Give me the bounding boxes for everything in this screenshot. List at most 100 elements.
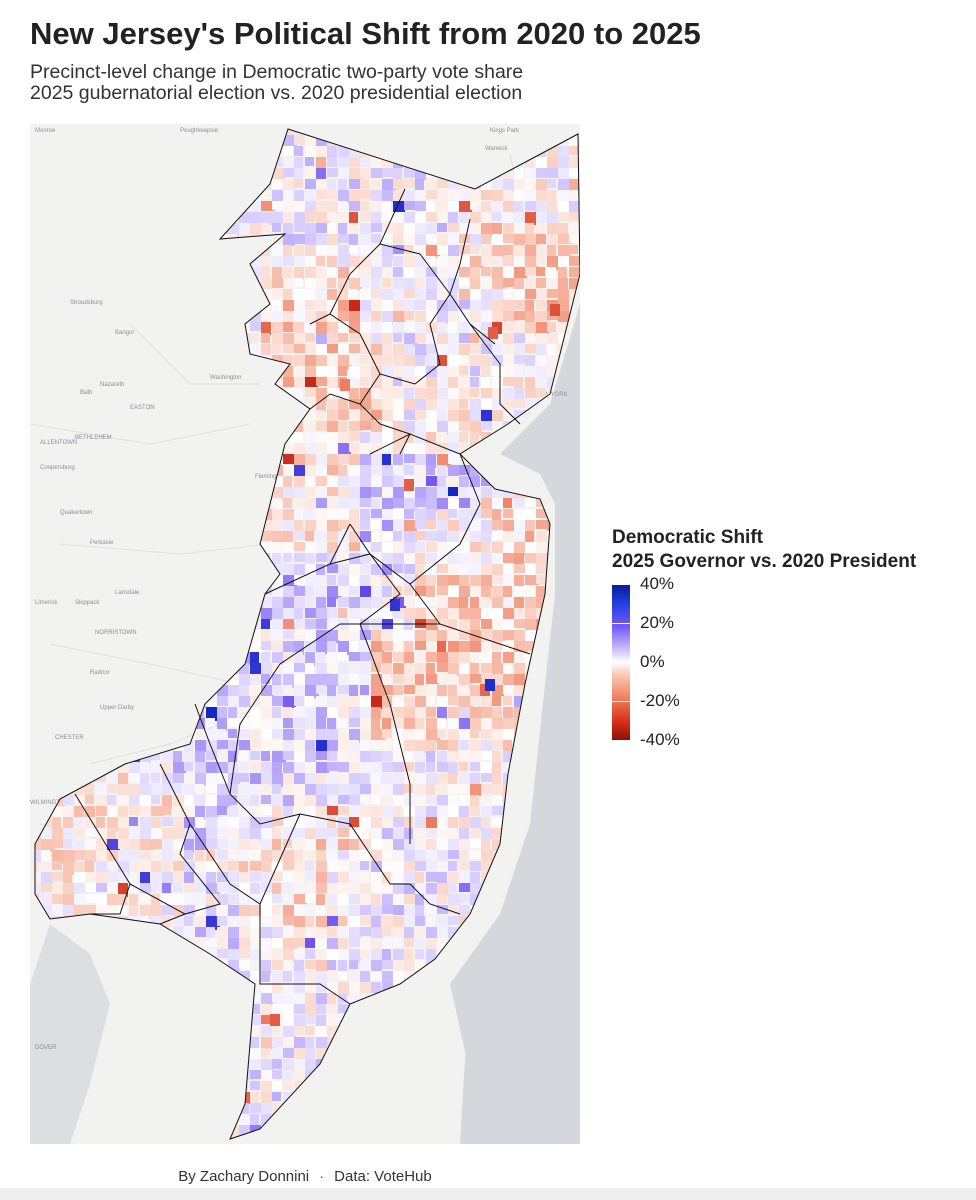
precinct-cell [250,839,260,849]
precinct-cell [470,223,482,237]
precinct-cell [448,630,460,642]
precinct-cell [426,575,436,586]
precinct-cell [239,817,250,827]
precinct-cell [206,916,220,930]
precinct-cell [492,487,503,499]
precinct-cell [327,190,337,199]
precinct-cell [217,872,228,882]
precinct-cell [481,850,495,863]
precinct-cell [316,333,327,346]
precinct-cell [404,949,413,963]
precinct-cell [470,575,484,587]
precinct-cell [492,619,502,632]
precinct-cell [503,531,517,541]
precinct-cell [426,674,439,684]
precinct-cell [382,344,392,357]
precinct-cell [338,586,350,596]
precinct-cell [481,608,493,619]
precinct-cell [327,234,340,248]
precinct-cell [558,190,572,204]
precinct-cell [503,608,514,619]
precinct-cell [514,212,523,225]
precinct-cell [492,652,501,664]
precinct-cell [316,960,328,973]
precinct-cell [415,542,425,552]
precinct-cell [305,795,317,807]
precinct-cell [492,234,504,248]
precinct-cell [305,1037,314,1049]
precinct-cell [338,773,348,784]
precinct-cell [184,762,193,771]
precinct-cell [448,751,461,765]
precinct-cell [448,322,457,335]
precinct-cell [327,729,339,741]
precinct-cell [437,718,446,729]
precinct-cell [360,740,370,754]
precinct-cell [393,663,407,676]
precinct-cell [536,267,545,276]
precinct-cell [415,234,429,247]
precinct-cell [35,883,44,897]
precinct-cell [503,212,513,223]
precinct-cell [382,905,396,914]
precinct-cell [360,377,370,386]
precinct-cell [217,883,228,892]
precinct-cell [338,927,351,938]
precinct-cell [426,388,437,402]
precinct-cell [404,729,418,742]
precinct-cell [338,443,351,456]
precinct-cell [272,487,285,501]
precinct-cell [459,850,468,862]
precinct-cell [448,410,460,422]
precinct-cell [96,905,110,915]
precinct-cell [272,531,283,543]
precinct-cell [305,784,316,797]
precinct-cell [393,773,407,787]
precinct-cell [360,179,369,189]
precinct-cell [239,861,248,873]
precinct-cell [393,454,403,468]
basemap-place-label: Poughkeepsie [180,128,219,134]
precinct-cell [316,201,330,211]
county-border [379,323,441,385]
precinct-cell [371,377,385,390]
precinct-cell [371,476,382,488]
precinct-cell [349,773,360,787]
precinct-cell [492,542,504,556]
precinct-cell [349,355,358,365]
precinct-cell [283,344,295,353]
precinct-cell [360,366,373,377]
precinct-cell [382,630,392,639]
precinct-cell [393,795,405,808]
precinct-cell [228,905,239,917]
precinct-cell [316,729,329,741]
precinct-cell [371,949,383,963]
precinct-cell [283,641,294,653]
precinct-cell [338,729,347,739]
precinct-cell [316,916,330,927]
precinct-cell [96,806,110,816]
precinct-cell [514,608,528,617]
precinct-cell [547,267,556,278]
precinct-cell [162,861,171,875]
precinct-cell [228,729,237,738]
precinct-cell [393,300,407,311]
precinct-cell [151,894,160,906]
precinct-cell [426,201,435,214]
precinct-cell [250,861,263,871]
precinct-cell [305,223,316,237]
precinct-cell [448,817,458,830]
precinct-cell [426,927,439,939]
precinct-cell [448,366,460,378]
precinct-cell [294,707,305,716]
precinct-cell [514,366,523,380]
precinct-cell [382,300,396,314]
precinct-cell [349,168,363,181]
precinct-cell [404,894,418,904]
precinct-cell [217,773,228,783]
precinct-cell [327,861,341,872]
precinct-cell [437,421,451,435]
precinct-cell [404,861,416,875]
precinct-cell [250,927,259,939]
